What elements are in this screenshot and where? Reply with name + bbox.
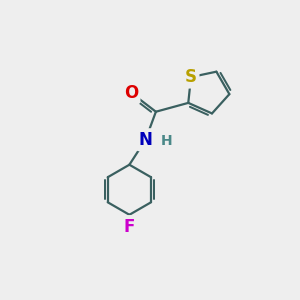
Text: S: S: [185, 68, 197, 86]
Text: H: H: [161, 134, 172, 148]
Text: O: O: [124, 84, 138, 102]
Text: F: F: [124, 218, 135, 236]
Text: N: N: [139, 131, 152, 149]
